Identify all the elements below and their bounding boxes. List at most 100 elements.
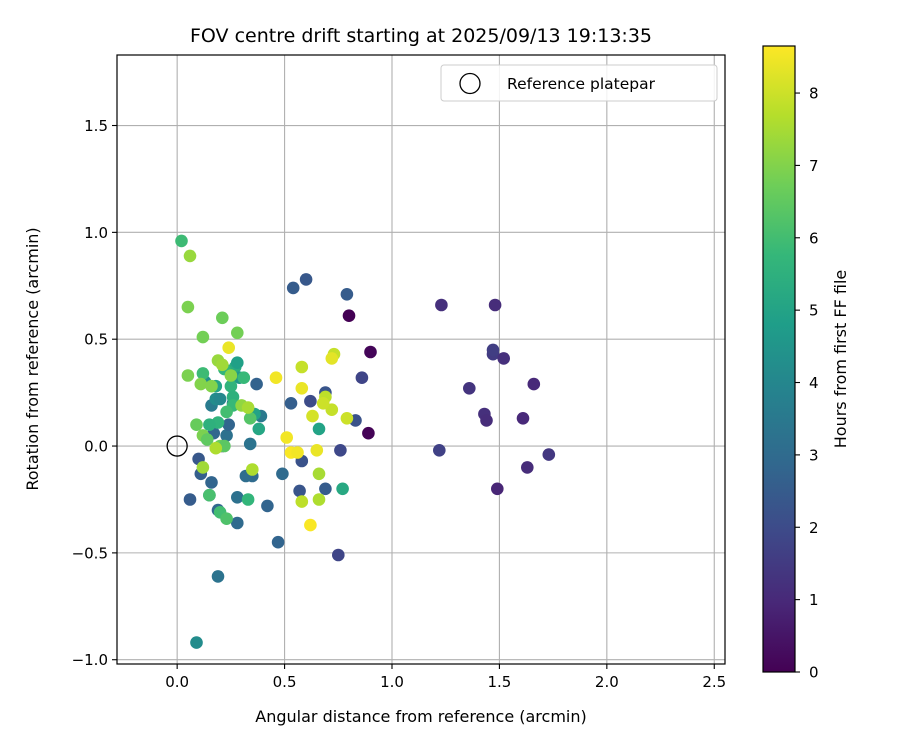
- scatter-point: [488, 298, 502, 312]
- scatter-point: [194, 377, 208, 391]
- scatter-point: [486, 343, 500, 357]
- scatter-point: [209, 441, 223, 455]
- scatter-point: [237, 371, 251, 385]
- scatter-point: [220, 429, 233, 442]
- scatter-point: [340, 412, 354, 425]
- scatter-point: [276, 467, 289, 481]
- scatter-point: [491, 482, 504, 496]
- x-tick-label: 0.5: [273, 673, 297, 691]
- scatter-point: [433, 444, 446, 457]
- scatter-point: [295, 360, 309, 374]
- scatter-points: [175, 234, 556, 649]
- scatter-point: [175, 234, 188, 248]
- y-axis-ticks: −1.0 −0.5 0.0 0.5 1.0 1.5: [72, 117, 117, 669]
- colorbar-tick-label: 6: [809, 229, 819, 247]
- colorbar-tick-label: 5: [809, 302, 819, 320]
- scatter-point: [521, 461, 534, 474]
- scatter-point: [319, 482, 332, 496]
- y-tick-label: 0.0: [84, 438, 108, 456]
- scatter-point: [213, 392, 227, 406]
- reference-platepar-marker: [166, 435, 188, 457]
- legend-entry-reference-platepar: Reference platepar: [507, 75, 656, 93]
- scatter-point: [261, 499, 274, 513]
- scatter-point: [299, 273, 313, 286]
- scatter-point: [304, 518, 317, 532]
- scatter-point: [340, 288, 354, 301]
- scatter-point: [364, 345, 377, 359]
- scatter-point: [286, 281, 300, 295]
- scatter-point: [224, 379, 238, 393]
- scatter-point: [231, 491, 244, 504]
- scatter-point: [332, 548, 345, 562]
- scatter-point: [196, 330, 210, 344]
- scatter-point: [243, 437, 257, 451]
- scatter-point: [200, 433, 214, 446]
- scatter-point: [241, 493, 255, 506]
- scatter-point: [291, 446, 304, 459]
- scatter-point: [252, 422, 266, 436]
- scatter-point: [190, 418, 203, 432]
- scatter-point: [295, 382, 309, 395]
- scatter-point: [224, 369, 238, 382]
- scatter-point: [203, 488, 216, 502]
- scatter-point: [295, 495, 309, 508]
- x-tick-label: 2.0: [595, 673, 619, 691]
- scatter-point: [246, 463, 259, 476]
- colorbar-label: Hours from first FF file: [831, 270, 850, 449]
- scatter-point: [216, 358, 229, 372]
- y-axis-label: Rotation from reference (arcmin): [23, 227, 42, 490]
- scatter-point: [342, 309, 356, 323]
- scatter-point: [231, 516, 244, 530]
- scatter-point: [231, 356, 244, 370]
- y-tick-label: −0.5: [72, 544, 108, 562]
- scatter-point: [310, 444, 324, 457]
- scatter-point: [516, 412, 530, 425]
- scatter-point: [181, 300, 195, 314]
- x-tick-label: 0.0: [165, 673, 189, 691]
- scatter-point: [211, 570, 225, 583]
- scatter-point: [304, 394, 317, 408]
- scatter-point: [284, 397, 298, 410]
- scatter-point: [293, 484, 306, 498]
- y-tick-label: 1.5: [84, 117, 108, 135]
- scatter-point: [181, 369, 195, 382]
- scatter-point: [220, 405, 233, 419]
- scatter-point: [196, 461, 210, 474]
- colorbar-tick-label: 4: [809, 374, 819, 392]
- colorbar-tick-label: 3: [809, 446, 819, 464]
- scatter-point: [542, 448, 556, 461]
- y-tick-label: 1.0: [84, 224, 108, 242]
- scatter-point: [203, 418, 216, 432]
- reference-marker-group: [166, 435, 188, 457]
- legend-marker-reference: [459, 72, 481, 95]
- scatter-point: [231, 326, 244, 340]
- scatter-point: [269, 371, 283, 385]
- scatter-point: [497, 352, 511, 365]
- scatter-point: [250, 377, 263, 391]
- scatter-point: [463, 382, 476, 395]
- scatter-point: [271, 535, 285, 549]
- scatter-point: [183, 249, 197, 263]
- colorbar-ticks: 0 1 2 3 4 5 6 7 8: [795, 85, 819, 682]
- x-tick-label: 1.5: [487, 673, 511, 691]
- scatter-point: [355, 371, 369, 385]
- colorbar-gradient: [762, 45, 796, 673]
- scatter-point: [241, 401, 255, 414]
- x-axis-ticks: 0.0 0.5 1.0 1.5 2.0 2.5: [165, 664, 726, 691]
- scatter-point: [312, 493, 326, 506]
- y-tick-label: −1.0: [72, 651, 108, 669]
- colorbar: 0 1 2 3 4 5 6 7 8 Hours from first FF file: [762, 45, 850, 682]
- colorbar-tick-label: 1: [809, 591, 819, 609]
- scatter-point: [243, 412, 257, 425]
- scatter-point: [480, 414, 493, 427]
- scatter-point: [220, 512, 233, 525]
- scatter-point: [222, 341, 235, 355]
- scatter-point: [336, 482, 349, 496]
- plot-area: 0.0 0.5 1.0 1.5 2.0 2.5 −1.0 −0.5 0.0 0.5 1.0 1.5: [72, 54, 726, 691]
- scatter-point: [196, 367, 210, 380]
- axes-frame: [116, 54, 726, 665]
- scatter-point: [325, 403, 339, 417]
- scatter-point: [312, 422, 326, 436]
- legend-box: [440, 64, 718, 102]
